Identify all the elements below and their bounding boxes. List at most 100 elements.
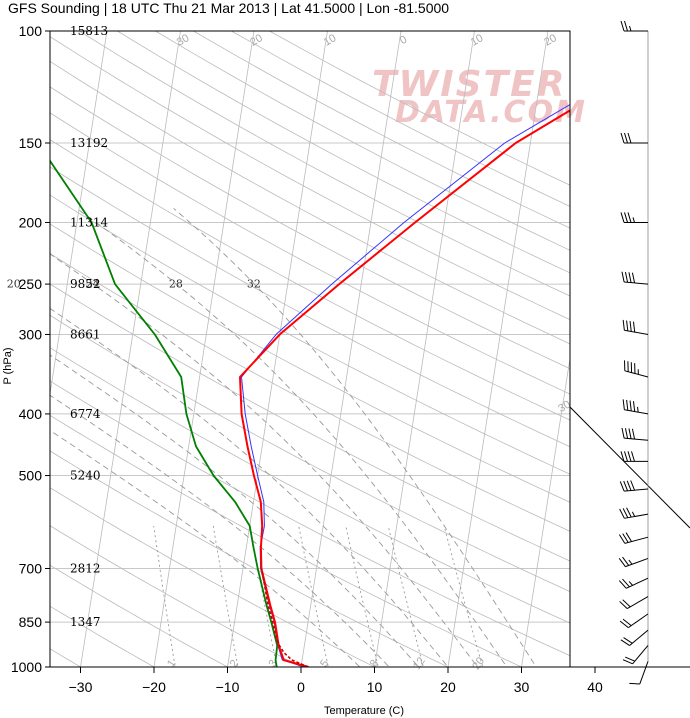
dry-adiabat [50,86,570,370]
barb-flag [622,319,625,331]
mixing-ratio-line [153,525,176,667]
barb-shaft [624,281,649,285]
barb-flag [631,272,636,284]
barb-shaft [626,577,649,589]
wind-barb [620,132,648,144]
barb-flag [620,639,630,646]
height-label: 15813 [70,24,108,38]
isotherm [300,31,402,667]
barb-flag [622,618,632,627]
wind-barb [622,645,649,665]
dry-adiabat [50,166,570,448]
barb-half-flag [628,581,633,586]
watermark-logo: TWISTER DATA.COM [372,64,585,130]
wind-barb [620,629,649,646]
mixing-ratio-label: 12 [411,655,428,672]
barb-shaft [624,329,649,335]
wind-barb [629,661,649,685]
barb-flag [619,620,629,629]
moist-adiabat-label: 32 [247,277,261,290]
dry-adiabat [50,60,570,345]
moist-adiabat [76,207,508,667]
isotherm-label: 20 [542,32,559,49]
barb-flag [620,20,625,32]
barb-shaft [632,645,649,665]
wind-barb [619,507,649,519]
mixing-ratio-label: 1 [165,658,178,670]
barb-flag [625,532,633,542]
y-axis-label: P (hPa) [2,347,14,384]
barb-shaft [624,409,649,415]
wind-barb [621,271,649,285]
barb-flag [623,637,633,644]
mixing-ratio-line [345,525,379,667]
moist-adiabat-label: 24 [86,277,100,290]
pressure-tick-label: 700 [19,560,43,576]
wind-barb [618,577,649,589]
barb-flag [622,659,633,665]
barb-shaft [625,557,649,568]
barb-flag [622,533,629,543]
barb-flag [620,132,625,144]
barb-half-flag [637,406,639,413]
barb-flag [622,508,629,518]
barb-shaft [628,613,649,629]
parcel-line [260,568,309,667]
barb-flag [618,534,626,544]
chart-title: GFS Sounding | 18 UTC Thu 21 Mar 2013 | … [8,0,450,16]
moist-adiabat-label: 28 [169,277,183,290]
wind-barb [622,399,649,415]
pressure-tick-label: 500 [19,468,43,484]
isotherm-label: 10 [322,32,339,49]
barb-shaft [639,661,649,685]
barb-half-flag [628,559,633,565]
height-label: 8661 [70,327,101,341]
barb-flag [622,399,625,410]
wind-barb [620,20,648,32]
isotherm-label: 0 [398,34,409,47]
height-label: 13192 [70,136,108,150]
isotherm-label: 30 [556,399,573,416]
barb-flag [625,656,636,662]
barb-flag [628,272,632,283]
isotherm [447,31,549,667]
dry-adiabat [50,487,376,667]
height-label: 2812 [70,561,101,575]
x-tick-label: 30 [514,679,530,695]
moist-adiabat-label: 20 [7,277,21,290]
barb-flag [618,580,627,589]
moist-adiabat [50,307,449,667]
dry-adiabat [50,283,570,562]
mixing-ratio-line [298,525,329,667]
x-axis-label: Temperature (C) [324,705,404,717]
barb-half-flag [632,217,635,223]
barb-flag [631,428,636,440]
mixing-ratio-label: 8 [368,658,381,670]
barb-flag [624,271,629,283]
barb-flag [629,682,640,685]
mixing-ratio-label: 2 [228,658,241,670]
barb-flag [624,20,628,32]
pressure-tick-label: 150 [19,135,43,151]
moist-adiabat [50,354,420,667]
height-label: 5240 [70,469,101,483]
barb-flag [627,451,632,462]
wind-barb [621,427,649,441]
x-tick-label: 10 [367,679,383,695]
dry-adiabat [50,605,155,667]
wind-barb [619,596,649,610]
x-tick-label: 0 [297,679,305,695]
axes: 1001502002503004005007008501000158131319… [11,23,690,695]
isotherm [666,31,690,680]
barb-shaft [629,629,649,646]
barb-flag [626,507,632,518]
mixing-ratio-line [387,525,424,667]
dry-adiabat [50,314,570,593]
barb-flag [618,557,626,567]
barb-shaft [624,488,649,492]
moist-adiabat [50,253,478,667]
dry-adiabat [50,347,570,624]
x-tick-label: −30 [69,679,93,695]
barb-shaft [624,437,649,441]
dewpoint-line [50,159,279,667]
